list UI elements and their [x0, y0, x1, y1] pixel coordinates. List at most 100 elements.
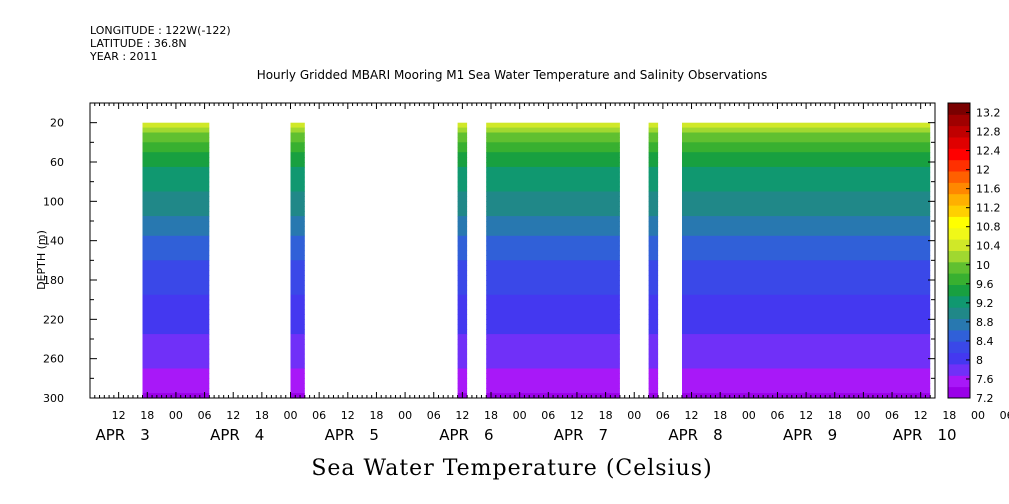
temperature-band	[290, 358, 305, 365]
temperature-band	[142, 240, 210, 247]
temperature-band	[648, 176, 659, 183]
temperature-band	[682, 348, 931, 355]
temperature-band	[290, 201, 305, 207]
temperature-band	[457, 191, 468, 197]
temperature-band	[648, 383, 659, 389]
temperature-band	[290, 339, 305, 345]
temperature-band	[648, 378, 659, 384]
colorbar-label: 11.2	[976, 202, 1001, 215]
temperature-band	[290, 240, 305, 247]
colorbar-label: 12.8	[976, 126, 1001, 139]
temperature-band	[682, 221, 931, 227]
temperature-band	[457, 299, 468, 306]
temperature-band	[648, 191, 659, 197]
temperature-band	[142, 122, 210, 129]
colorbar-swatch	[948, 103, 970, 115]
temperature-band	[290, 373, 305, 379]
temperature-band	[142, 206, 210, 212]
colorbar-swatch	[948, 341, 970, 354]
temperature-band	[648, 171, 659, 178]
temperature-band	[290, 152, 305, 158]
colorbar-swatch	[948, 273, 970, 285]
temperature-band	[142, 255, 210, 261]
temperature-band	[457, 186, 468, 193]
temperature-band	[457, 211, 468, 217]
temperature-band	[648, 368, 659, 374]
temperature-band	[486, 299, 620, 306]
temperature-band	[457, 132, 468, 138]
colorbar-swatch	[948, 375, 970, 388]
temperature-band	[457, 225, 468, 232]
x-day-label: APR 7	[554, 426, 608, 444]
y-axis: 20 60 100 140 180 220 260 300	[43, 102, 935, 405]
x-day-label: APR 4	[210, 426, 264, 444]
colorbar-swatch	[948, 284, 970, 297]
temperature-band	[290, 294, 305, 301]
temperature-band	[290, 319, 305, 325]
temperature-band	[290, 132, 305, 138]
x-hour-label: 06	[427, 409, 441, 422]
temperature-band	[142, 216, 210, 222]
temperature-band	[457, 250, 468, 256]
colorbar-label: 12.4	[976, 145, 1001, 158]
temperature-band	[682, 339, 931, 345]
temperature-band	[290, 255, 305, 261]
x-hour-label: 06	[312, 409, 326, 422]
temperature-band	[648, 294, 659, 301]
temperature-band	[290, 157, 305, 163]
temperature-band	[648, 373, 659, 379]
temperature-band	[486, 358, 620, 365]
temperature-band	[682, 122, 931, 129]
temperature-band	[648, 358, 659, 365]
temperature-band	[290, 309, 305, 315]
temperature-band	[486, 353, 620, 360]
latitude-label: LATITUDE : 36.8N	[90, 37, 187, 50]
temperature-band	[290, 353, 305, 360]
temperature-band	[682, 206, 931, 212]
temperature-band	[682, 137, 931, 143]
temperature-band	[682, 294, 931, 301]
temperature-band	[142, 201, 210, 207]
x-hour-label: 12	[112, 409, 126, 422]
temperature-band	[142, 343, 210, 350]
temperature-band	[486, 230, 620, 237]
temperature-band	[457, 206, 468, 212]
temperature-band	[682, 353, 931, 360]
temperature-band	[142, 289, 210, 296]
colorbar-swatch	[948, 216, 970, 229]
temperature-band	[457, 216, 468, 222]
temperature-band	[682, 275, 931, 281]
temperature-band	[142, 176, 210, 183]
temperature-band	[290, 171, 305, 178]
temperature-band	[142, 304, 210, 311]
temperature-band	[457, 378, 468, 384]
temperature-band	[486, 334, 620, 340]
temperature-band	[648, 363, 659, 370]
x-day-label: APR 9	[783, 426, 837, 444]
temperature-band	[457, 388, 468, 394]
temperature-band	[457, 284, 468, 291]
temperature-band	[290, 221, 305, 227]
colorbar-label: 12	[976, 164, 990, 177]
x-hour-label: 00	[971, 409, 985, 422]
temperature-band	[457, 157, 468, 163]
temperature-band	[682, 171, 931, 178]
temperature-band	[290, 343, 305, 350]
x-hour-label: 06	[1000, 409, 1009, 422]
temperature-band	[142, 353, 210, 360]
temperature-band	[486, 294, 620, 301]
temperature-band	[457, 343, 468, 350]
temperature-band	[648, 240, 659, 247]
colorbar-swatch	[948, 261, 970, 274]
x-hour-label: 12	[341, 409, 355, 422]
colorbar-label: 9.2	[976, 297, 994, 310]
colorbar-swatch	[948, 239, 970, 251]
temperature-band	[290, 393, 305, 399]
temperature-band	[648, 230, 659, 237]
x-hour-label: 00	[398, 409, 412, 422]
temperature-band	[648, 162, 659, 168]
plot-border	[89, 102, 936, 399]
colorbar-label: 7.6	[976, 373, 994, 386]
x-day-label: APR 3	[96, 426, 150, 444]
x-hour-label: 00	[513, 409, 527, 422]
